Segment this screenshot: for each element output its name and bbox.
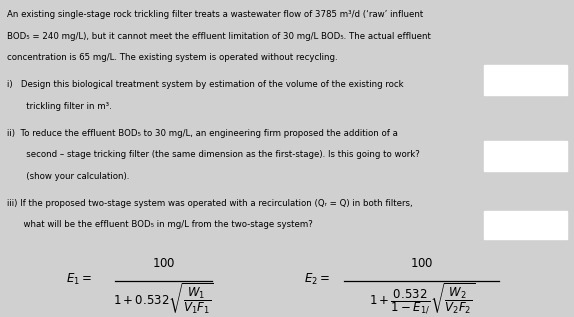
- Text: second – stage tricking filter (the same dimension as the first-stage). Is this : second – stage tricking filter (the same…: [7, 150, 420, 159]
- Text: $E_2=$: $E_2=$: [304, 271, 330, 287]
- Text: $E_1=$: $E_1=$: [66, 271, 92, 287]
- Text: BOD₅ = 240 mg/L), but it cannot meet the effluent limitation of 30 mg/L BOD₅. Th: BOD₅ = 240 mg/L), but it cannot meet the…: [7, 32, 430, 41]
- FancyBboxPatch shape: [484, 211, 567, 239]
- Text: $1+0.532\sqrt{\dfrac{W_1}{V_1F_1}}$: $1+0.532\sqrt{\dfrac{W_1}{V_1F_1}}$: [113, 282, 214, 316]
- Text: concentration is 65 mg/L. The existing system is operated without recycling.: concentration is 65 mg/L. The existing s…: [7, 53, 338, 62]
- Text: iii) If the proposed two-stage system was operated with a recirculation (Qᵣ = Q): iii) If the proposed two-stage system wa…: [7, 199, 413, 208]
- Text: i)   Design this biological treatment system by estimation of the volume of the : i) Design this biological treatment syst…: [7, 80, 404, 89]
- Text: $100$: $100$: [152, 256, 176, 270]
- Text: $100$: $100$: [410, 256, 434, 270]
- Text: (show your calculation).: (show your calculation).: [7, 172, 129, 181]
- Text: what will be the effluent BOD₅ in mg/L from the two-stage system?: what will be the effluent BOD₅ in mg/L f…: [7, 220, 313, 229]
- Text: trickling filter in m³.: trickling filter in m³.: [7, 102, 111, 111]
- Text: An existing single-stage rock trickling filter treats a wastewater flow of 3785 : An existing single-stage rock trickling …: [7, 10, 423, 19]
- FancyBboxPatch shape: [484, 141, 567, 171]
- Text: $1+\dfrac{0.532}{1-E_{1/}}\sqrt{\dfrac{W_2}{V_2F_2}}$: $1+\dfrac{0.532}{1-E_{1/}}\sqrt{\dfrac{W…: [369, 282, 475, 316]
- Text: ii)  To reduce the effluent BOD₅ to 30 mg/L, an engineering firm proposed the ad: ii) To reduce the effluent BOD₅ to 30 mg…: [7, 129, 398, 138]
- FancyBboxPatch shape: [484, 65, 567, 95]
